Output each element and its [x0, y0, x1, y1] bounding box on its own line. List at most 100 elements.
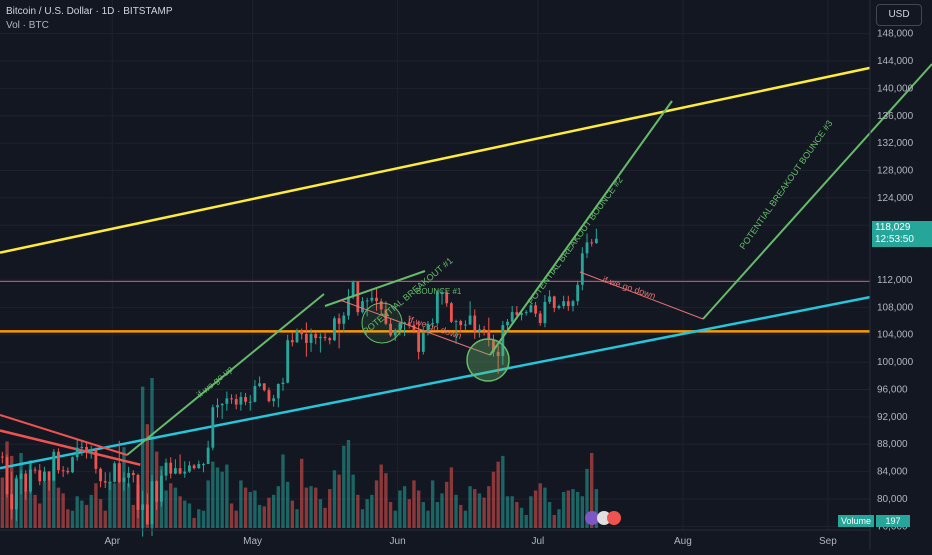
candle-body	[38, 470, 42, 482]
event-markers	[585, 511, 621, 525]
price-axis: 148,000 144,000 140,000 136,000 132,000 128,0…	[869, 0, 914, 550]
time-axis: Apr May Jun Jul Aug Sep	[0, 529, 870, 547]
candle-body	[29, 469, 32, 492]
volume-bar	[150, 378, 154, 528]
month-label: Jul	[532, 536, 545, 547]
volume-bar	[590, 453, 594, 528]
volume-bar	[61, 493, 65, 528]
volume-bar	[56, 487, 61, 528]
volume-bar	[145, 424, 150, 528]
candle-body	[262, 383, 266, 391]
price-tick: 88,000	[877, 439, 908, 450]
volume-bar	[407, 499, 411, 528]
symbol-title[interactable]: Bitcoin / U.S. Dollar · 1D · BITSTAMP	[6, 6, 173, 17]
volume-bar	[304, 487, 309, 528]
candle-body	[464, 324, 467, 326]
currency-button[interactable]: USD	[876, 4, 922, 26]
candle-body	[454, 321, 458, 323]
candle-body	[398, 323, 402, 331]
volume-bar	[117, 463, 121, 528]
month-label: Sep	[819, 536, 837, 547]
volume-tag-label: Volume	[838, 515, 875, 527]
candlesticks	[0, 228, 598, 537]
price-tick: 140,000	[877, 83, 914, 94]
month-label: Apr	[104, 536, 120, 547]
volume-bar	[253, 490, 257, 528]
candle-body	[473, 315, 477, 332]
candle-body	[435, 292, 439, 324]
candle-body	[108, 481, 112, 483]
candle-body	[202, 464, 205, 466]
path-down-2	[579, 271, 704, 320]
candle-body	[337, 318, 341, 324]
volume-bar	[126, 483, 131, 528]
volume-bar	[33, 494, 37, 528]
volume-bar	[459, 504, 463, 528]
candle-body	[136, 475, 140, 510]
volume-bar	[538, 483, 542, 528]
volume-bar	[435, 502, 440, 528]
price-tick: 104,000	[877, 330, 914, 341]
candle-body	[365, 300, 369, 302]
candle-body	[33, 469, 37, 471]
price-tick: 132,000	[877, 138, 914, 149]
price-tick: 128,000	[877, 166, 914, 177]
last-price-label: 118,029 12:53:50	[872, 221, 932, 247]
candle-body	[585, 242, 589, 254]
candle-body	[496, 351, 500, 356]
candle-body	[468, 315, 472, 325]
volume-bar	[533, 490, 538, 528]
candle-body	[10, 494, 14, 510]
volume-bar	[510, 496, 514, 528]
volume-bar	[356, 494, 360, 528]
candle-body	[225, 398, 229, 404]
path-up	[126, 293, 325, 456]
volume-bar	[108, 481, 112, 528]
candle-body	[71, 457, 74, 473]
volume-bar	[594, 489, 599, 528]
volume-bar	[262, 506, 266, 528]
volume-bar	[487, 486, 491, 528]
candle-body	[431, 323, 435, 325]
candle-body	[281, 382, 285, 384]
candle-body	[548, 296, 551, 302]
price-tick: 96,000	[877, 384, 908, 395]
volume-bar	[337, 474, 341, 528]
candle-body	[445, 292, 449, 304]
candle-body	[178, 468, 182, 474]
candle-body	[0, 456, 4, 458]
volume-bar	[75, 496, 79, 528]
volume-bar	[529, 496, 533, 528]
event-icon	[585, 511, 599, 525]
candle-body	[206, 447, 210, 465]
volume-bar	[309, 486, 313, 528]
volume-bar	[42, 481, 47, 528]
volume-bar	[543, 487, 547, 528]
volume-bar	[24, 490, 28, 528]
volume-bar	[271, 494, 276, 528]
volume-bar	[187, 503, 192, 528]
candle-body	[421, 332, 425, 352]
volume-bar	[318, 499, 323, 528]
candle-body	[211, 407, 215, 448]
volume-bar	[215, 467, 220, 528]
candle-body	[272, 398, 276, 402]
candle-body	[220, 403, 224, 406]
volume-bar	[248, 491, 252, 528]
candle-body	[576, 284, 580, 302]
price-tick: 112,000	[877, 275, 913, 286]
volume-tag: Volume 197	[838, 515, 911, 527]
volume-bar	[183, 500, 187, 528]
volume-bar	[561, 491, 566, 528]
volume-bar	[98, 499, 103, 528]
candle-body	[501, 325, 505, 356]
volume-bar	[70, 510, 75, 528]
candle-body	[520, 312, 523, 315]
volume-bar	[491, 471, 496, 528]
candle-body	[449, 303, 453, 322]
volume-bar	[332, 470, 337, 528]
volume-bar	[557, 509, 561, 528]
volume-bar	[164, 490, 168, 528]
